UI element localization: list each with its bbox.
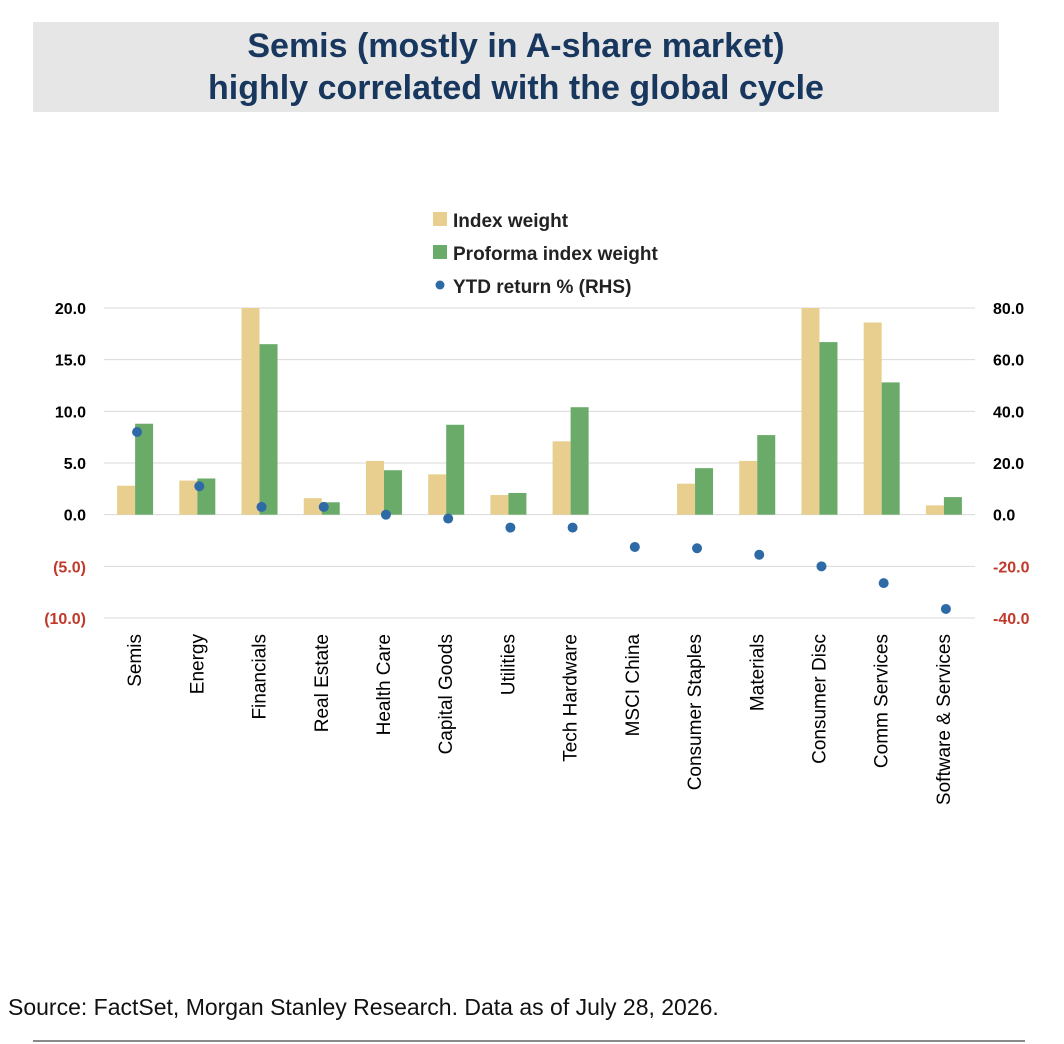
bar-index-weight [365, 460, 384, 515]
y-right-tick-label: 20.0 [993, 456, 1024, 473]
dot-ytd-return [318, 501, 329, 512]
x-category-label: Materials [747, 634, 768, 711]
x-category-label: Software & Services [934, 634, 955, 805]
legend-index-weight-label: Index weight [453, 211, 569, 232]
y-right-tick-label: -20.0 [993, 559, 1030, 576]
dot-ytd-return [692, 543, 703, 554]
x-category-label: Semis [125, 634, 146, 687]
source-divider [33, 1040, 1025, 1042]
bar-index-weight [552, 441, 571, 515]
x-category-label: Comm Services [872, 634, 893, 768]
y-left-tick-label: 20.0 [55, 301, 86, 318]
dot-ytd-return [443, 513, 454, 524]
dot-ytd-return [754, 549, 765, 560]
bar-index-weight [241, 308, 260, 515]
bar-proforma-index-weight [446, 424, 465, 515]
bar-index-weight [925, 505, 944, 515]
x-category-label: Real Estate [312, 634, 333, 732]
bar-index-weight [677, 483, 696, 515]
dot-ytd-return [567, 522, 578, 533]
bar-proforma-index-weight [881, 382, 900, 515]
dot-ytd-return [505, 522, 516, 533]
bar-index-weight [303, 498, 322, 515]
title-banner: Semis (mostly in A-share market) highly … [33, 22, 999, 112]
legend-proforma-index-weight-label: Proforma index weight [453, 244, 658, 265]
dot-ytd-return [629, 541, 640, 552]
x-category-label: Capital Goods [436, 634, 457, 754]
dot-ytd-return [194, 481, 205, 492]
bar-proforma-index-weight [508, 492, 527, 515]
bar-index-weight [428, 474, 447, 515]
y-right-tick-label: 60.0 [993, 353, 1024, 370]
y-right-tick-label: 40.0 [993, 404, 1024, 421]
x-category-label: Utilities [498, 634, 519, 695]
y-left-tick-label: (10.0) [44, 611, 86, 628]
dot-ytd-return [940, 603, 951, 614]
source-note: Source: FactSet, Morgan Stanley Research… [8, 994, 719, 1020]
x-category-label: Consumer Disc [809, 634, 830, 764]
legend-ytd-return-swatch [435, 280, 445, 290]
x-category-label: Consumer Staples [685, 634, 706, 790]
dot-ytd-return [256, 501, 267, 512]
x-category-label: Health Care [374, 634, 395, 735]
bar-proforma-index-weight [259, 344, 278, 515]
dot-ytd-return [380, 509, 391, 520]
bar-proforma-index-weight [695, 468, 714, 515]
bar-proforma-index-weight [943, 497, 962, 515]
bar-index-weight [739, 460, 758, 515]
y-left-tick-label: 0.0 [64, 508, 86, 525]
y-left-tick-label: 15.0 [55, 353, 86, 370]
dot-ytd-return [816, 561, 827, 572]
chart-area: 20.0 15.0 10.0 5.0 0.0 (5.0) (10.0) 80.0 60.0 40.… [44, 211, 1030, 805]
x-category-label: Energy [187, 634, 208, 695]
bar-index-weight [863, 322, 882, 515]
chart-title-line-2: highly correlated with the global cycle [208, 69, 824, 107]
y-left-tick-label: 5.0 [64, 456, 86, 473]
bar-proforma-index-weight [757, 435, 776, 515]
bar-index-weight [490, 495, 509, 515]
x-category-label: Financials [250, 634, 271, 720]
bar-proforma-index-weight [570, 407, 589, 515]
bar-proforma-index-weight [135, 423, 154, 515]
y-right-tick-label: 0.0 [993, 508, 1015, 525]
dot-ytd-return [132, 427, 143, 437]
legend-ytd-return-label: YTD return % (RHS) [453, 277, 631, 298]
legend-proforma-index-weight-swatch [433, 245, 447, 259]
bar-index-weight [801, 308, 820, 515]
y-left-tick-label: 10.0 [55, 404, 86, 421]
bar-index-weight [117, 485, 136, 515]
legend-index-weight-swatch [433, 212, 447, 226]
x-category-label: MSCI China [623, 634, 644, 737]
y-left-tick-label: (5.0) [53, 559, 86, 576]
x-category-label: Tech Hardware [561, 634, 582, 762]
dot-ytd-return [878, 578, 889, 589]
y-right-tick-label: -40.0 [993, 611, 1030, 628]
bar-proforma-index-weight [383, 470, 402, 515]
chart-title-line-1: Semis (mostly in A-share market) [247, 27, 785, 65]
bar-index-weight [179, 480, 198, 515]
bar-proforma-index-weight [819, 342, 838, 515]
y-right-tick-label: 80.0 [993, 301, 1024, 318]
